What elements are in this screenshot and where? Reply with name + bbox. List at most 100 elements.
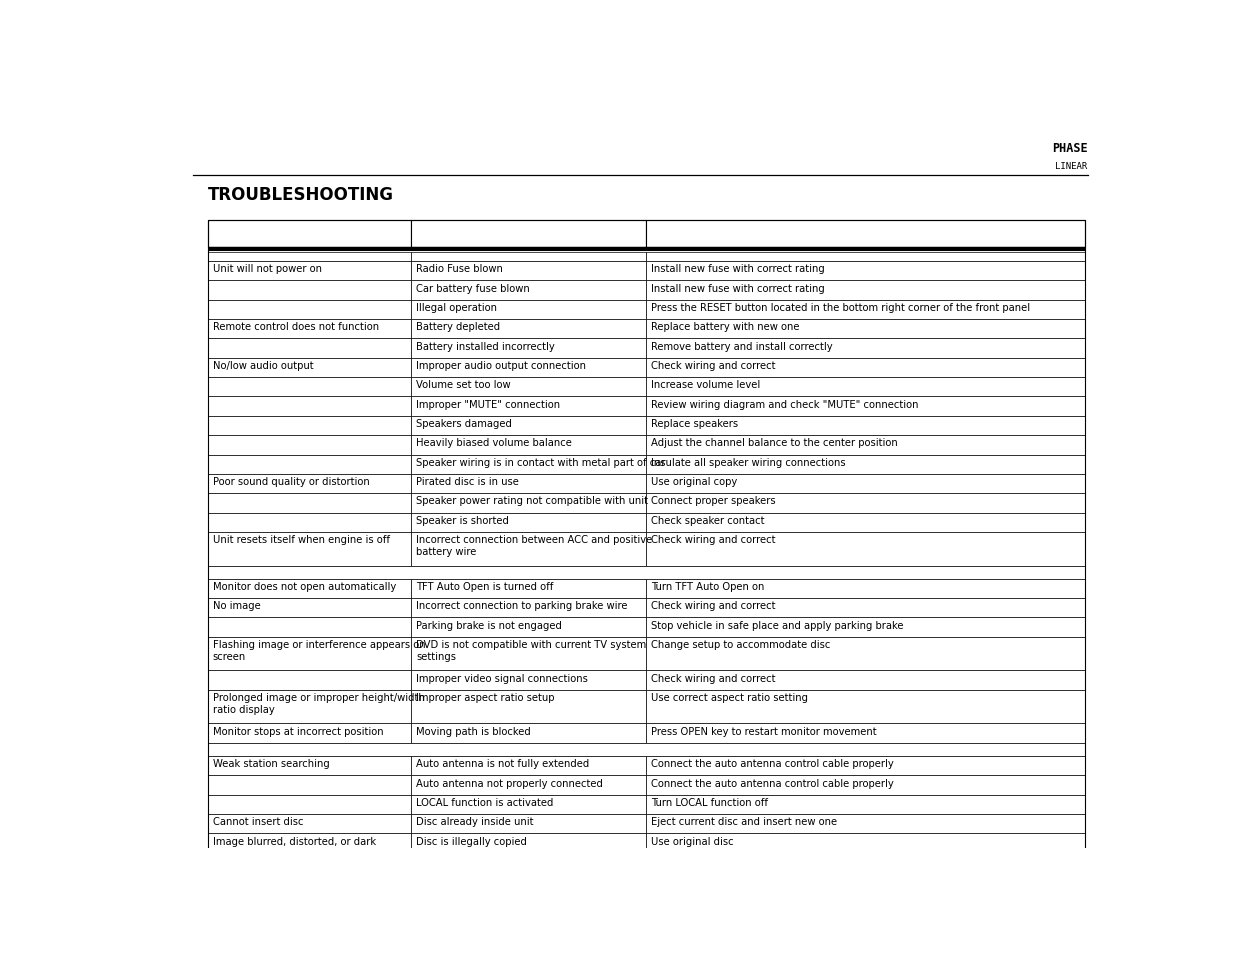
- Bar: [207, 320, 411, 339]
- Bar: [207, 377, 411, 397]
- Text: Change setup to accommodate disc: Change setup to accommodate disc: [651, 639, 830, 649]
- Text: Install new fuse with correct rating: Install new fuse with correct rating: [651, 264, 825, 274]
- Bar: [207, 281, 411, 300]
- Text: Press the RESET button located in the bottom right corner of the front panel: Press the RESET button located in the bo…: [651, 303, 1030, 313]
- Bar: [646, 638, 1084, 671]
- Text: Use correct aspect ratio setting: Use correct aspect ratio setting: [651, 692, 808, 702]
- Text: Replace battery with new one: Replace battery with new one: [651, 322, 799, 332]
- Bar: [207, 776, 411, 795]
- Bar: [207, 494, 411, 513]
- Bar: [411, 638, 646, 671]
- Text: Monitor does not open automatically: Monitor does not open automatically: [212, 581, 396, 591]
- Text: Battery installed incorrectly: Battery installed incorrectly: [416, 341, 555, 352]
- Bar: [207, 221, 411, 249]
- Text: No image: No image: [212, 600, 261, 611]
- Bar: [646, 221, 1084, 249]
- Text: Parking brake is not engaged: Parking brake is not engaged: [416, 620, 562, 630]
- Text: Auto antenna not properly connected: Auto antenna not properly connected: [416, 778, 603, 788]
- Text: Connect proper speakers: Connect proper speakers: [651, 496, 776, 506]
- Text: Image blurred, distorted, or dark: Image blurred, distorted, or dark: [212, 836, 375, 845]
- Bar: [411, 436, 646, 455]
- Bar: [411, 513, 646, 533]
- Bar: [411, 795, 646, 814]
- Text: Unit resets itself when engine is off: Unit resets itself when engine is off: [212, 535, 390, 544]
- Text: Improper audio output connection: Improper audio output connection: [416, 360, 587, 371]
- Bar: [207, 300, 411, 320]
- Bar: [207, 743, 1084, 756]
- Bar: [207, 690, 411, 723]
- Text: Disc is illegally copied: Disc is illegally copied: [416, 836, 527, 845]
- Bar: [646, 579, 1084, 598]
- Text: Speaker wiring is in contact with metal part of car: Speaker wiring is in contact with metal …: [416, 457, 666, 467]
- Bar: [207, 262, 411, 281]
- Bar: [411, 253, 646, 262]
- Bar: [646, 320, 1084, 339]
- Bar: [207, 598, 411, 618]
- Text: Flashing image or interference appears on
screen: Flashing image or interference appears o…: [212, 639, 425, 660]
- Bar: [207, 795, 411, 814]
- Text: Monitor stops at incorrect position: Monitor stops at incorrect position: [212, 726, 383, 736]
- Bar: [411, 776, 646, 795]
- Bar: [411, 756, 646, 776]
- Text: Check wiring and correct: Check wiring and correct: [651, 360, 776, 371]
- Text: Speaker is shorted: Speaker is shorted: [416, 516, 509, 525]
- Text: PHASE: PHASE: [1052, 141, 1088, 154]
- Bar: [646, 253, 1084, 262]
- Text: Illegal operation: Illegal operation: [416, 303, 498, 313]
- Bar: [207, 436, 411, 455]
- Bar: [646, 475, 1084, 494]
- Bar: [646, 377, 1084, 397]
- Bar: [207, 834, 411, 853]
- Text: Weak station searching: Weak station searching: [212, 759, 330, 768]
- Text: Increase volume level: Increase volume level: [651, 380, 761, 390]
- Text: Install new fuse with correct rating: Install new fuse with correct rating: [651, 283, 825, 294]
- Bar: [646, 814, 1084, 834]
- Bar: [411, 579, 646, 598]
- Text: Press OPEN key to restart monitor movement: Press OPEN key to restart monitor moveme…: [651, 726, 877, 736]
- Text: Cannot insert disc: Cannot insert disc: [212, 817, 304, 826]
- Text: Connect the auto antenna control cable properly: Connect the auto antenna control cable p…: [651, 759, 894, 768]
- Bar: [411, 416, 646, 436]
- Bar: [411, 814, 646, 834]
- Bar: [646, 776, 1084, 795]
- Bar: [207, 397, 411, 416]
- Text: Stop vehicle in safe place and apply parking brake: Stop vehicle in safe place and apply par…: [651, 620, 904, 630]
- Bar: [646, 455, 1084, 475]
- Bar: [207, 618, 411, 638]
- Text: Incorrect connection between ACC and positive
battery wire: Incorrect connection between ACC and pos…: [416, 535, 652, 557]
- Bar: [646, 513, 1084, 533]
- Text: TFT Auto Open is turned off: TFT Auto Open is turned off: [416, 581, 553, 591]
- Text: Improper video signal connections: Improper video signal connections: [416, 673, 588, 683]
- Bar: [646, 436, 1084, 455]
- Text: Incorrect connection to parking brake wire: Incorrect connection to parking brake wi…: [416, 600, 627, 611]
- Bar: [207, 566, 1084, 579]
- Bar: [207, 579, 411, 598]
- Bar: [207, 253, 1084, 262]
- Text: Remove battery and install correctly: Remove battery and install correctly: [651, 341, 832, 352]
- Bar: [411, 221, 646, 249]
- Text: Eject current disc and insert new one: Eject current disc and insert new one: [651, 817, 837, 826]
- Text: Poor sound quality or distortion: Poor sound quality or distortion: [212, 476, 369, 487]
- Bar: [646, 690, 1084, 723]
- Bar: [207, 756, 411, 776]
- Text: LOCAL function is activated: LOCAL function is activated: [416, 797, 553, 807]
- Text: Use original copy: Use original copy: [651, 476, 737, 487]
- Bar: [207, 513, 411, 533]
- Text: Check speaker contact: Check speaker contact: [651, 516, 764, 525]
- Text: Prolonged image or improper height/width
ratio display: Prolonged image or improper height/width…: [212, 692, 425, 714]
- Text: DVD is not compatible with current TV system
settings: DVD is not compatible with current TV sy…: [416, 639, 646, 660]
- Bar: [646, 723, 1084, 743]
- Bar: [207, 339, 411, 358]
- Bar: [646, 671, 1084, 690]
- Bar: [411, 690, 646, 723]
- Text: Check wiring and correct: Check wiring and correct: [651, 535, 776, 544]
- Bar: [646, 533, 1084, 566]
- Bar: [207, 671, 411, 690]
- Text: Unit will not power on: Unit will not power on: [212, 264, 322, 274]
- Text: Battery depleted: Battery depleted: [416, 322, 500, 332]
- Bar: [411, 494, 646, 513]
- Bar: [411, 598, 646, 618]
- Bar: [207, 475, 411, 494]
- Bar: [207, 455, 411, 475]
- Bar: [411, 455, 646, 475]
